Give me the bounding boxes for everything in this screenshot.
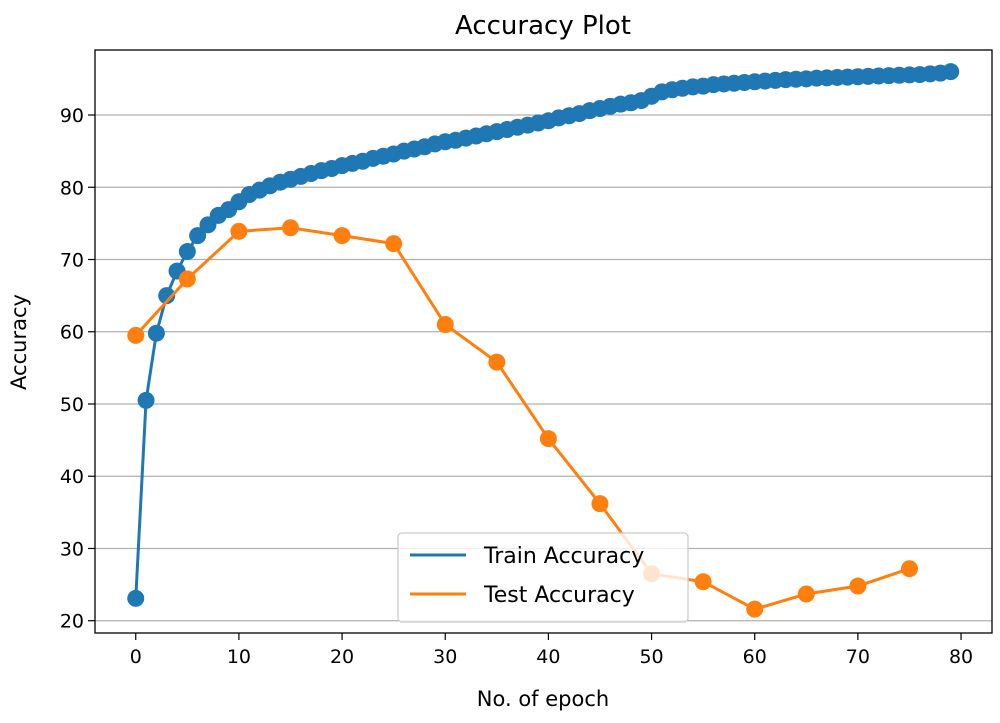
x-tick-label: 50 (639, 646, 663, 668)
x-axis-label: No. of epoch (477, 687, 609, 711)
y-tick-label: 70 (60, 250, 84, 272)
y-tick-label: 20 (60, 611, 84, 633)
x-tick-label: 0 (130, 646, 142, 668)
data-point-test-accuracy (746, 600, 764, 618)
legend: Train Accuracy Test Accuracy (397, 532, 689, 623)
data-point-test-accuracy (900, 560, 918, 578)
series-layer (127, 63, 960, 618)
data-point-test-accuracy (178, 270, 196, 288)
plot-frame (94, 49, 993, 634)
data-point-test-accuracy (385, 235, 403, 253)
data-point-test-accuracy (230, 222, 248, 240)
y-tick-label: 30 (60, 538, 84, 560)
data-point-test-accuracy (591, 495, 609, 513)
x-tick-label: 70 (846, 646, 870, 668)
data-point-test-accuracy (849, 577, 867, 595)
y-tick-label: 80 (60, 177, 84, 199)
y-tick-label: 60 (60, 322, 84, 344)
x-tick-label: 20 (330, 646, 354, 668)
chart-title: Accuracy Plot (455, 11, 631, 41)
data-point-train-accuracy (137, 391, 155, 409)
data-point-test-accuracy (281, 219, 299, 237)
data-point-train-accuracy (158, 287, 176, 305)
legend-box (397, 532, 689, 623)
y-tick-label: 40 (60, 466, 84, 488)
grid-lines (95, 114, 992, 622)
data-point-train-accuracy (178, 243, 196, 261)
series-train-accuracy (127, 63, 960, 607)
x-tick-label: 40 (536, 646, 560, 668)
data-point-test-accuracy (127, 326, 145, 344)
data-point-test-accuracy (539, 430, 557, 448)
y-tick-label: 90 (60, 105, 84, 127)
data-point-train-accuracy (127, 589, 145, 607)
x-tick-label: 80 (949, 646, 973, 668)
axis-ticks: 20 30 40 50 60 70 80 90 0 10 20 30 40 50 60 70 80 (60, 105, 973, 668)
data-point-test-accuracy (488, 353, 506, 371)
data-point-test-accuracy (333, 227, 351, 245)
x-tick-label: 10 (227, 646, 251, 668)
data-point-train-accuracy (189, 227, 207, 245)
y-tick-label: 50 (60, 394, 84, 416)
data-point-train-accuracy (147, 324, 165, 342)
x-tick-label: 30 (433, 646, 457, 668)
data-point-test-accuracy (694, 573, 712, 591)
legend-label-train: Train Accuracy (483, 544, 644, 569)
x-tick-label: 60 (743, 646, 767, 668)
data-point-test-accuracy (436, 316, 454, 334)
data-point-test-accuracy (797, 585, 815, 603)
series-line-test-accuracy (134, 226, 910, 611)
series-line-train-accuracy (134, 70, 951, 599)
legend-label-test: Test Accuracy (483, 583, 635, 608)
data-point-train-accuracy (942, 63, 960, 81)
y-axis-label: Accuracy (7, 294, 31, 390)
